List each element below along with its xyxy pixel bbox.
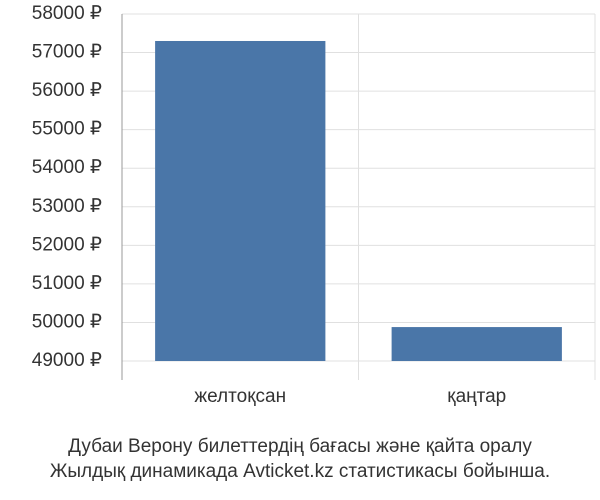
y-tick-label: 50000 ₽ bbox=[32, 311, 102, 332]
y-tick-label: 49000 ₽ bbox=[32, 350, 102, 371]
chart-subtitle: Жылдық динамикада Avticket.kz статистика… bbox=[50, 461, 550, 482]
chart-title: Дубаи Верону билеттердің бағасы және қай… bbox=[68, 436, 532, 457]
y-tick-label: 56000 ₽ bbox=[32, 80, 102, 101]
y-tick-label: 57000 ₽ bbox=[32, 42, 102, 63]
y-tick-label: 52000 ₽ bbox=[32, 234, 102, 255]
y-tick-label: 53000 ₽ bbox=[32, 196, 102, 217]
bar bbox=[391, 327, 562, 361]
y-tick-label: 55000 ₽ bbox=[32, 119, 102, 140]
x-tick-label: қаңтар bbox=[447, 386, 506, 407]
y-tick-label: 51000 ₽ bbox=[32, 273, 102, 294]
x-tick-label: желтоқсан bbox=[194, 386, 286, 407]
y-tick-label: 58000 ₽ bbox=[32, 3, 102, 24]
y-tick-label: 54000 ₽ bbox=[32, 157, 102, 178]
bar bbox=[155, 40, 326, 361]
